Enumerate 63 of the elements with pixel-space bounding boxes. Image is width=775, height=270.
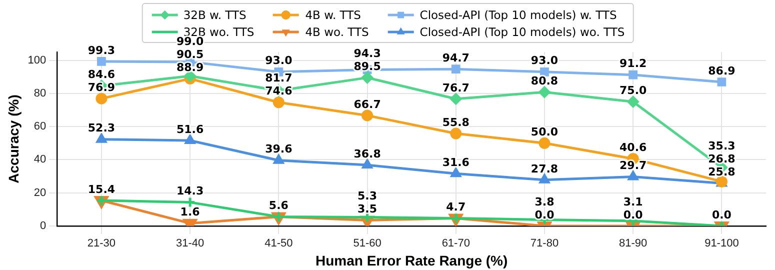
data-label: 29.7 (620, 159, 647, 172)
data-label: 88.9 (176, 61, 204, 74)
data-label: 74.6 (265, 84, 293, 98)
data-label: 94.3 (354, 47, 381, 60)
data-label: 91.2 (620, 57, 647, 70)
data-label: 66.7 (354, 98, 381, 111)
x-tick-label: 51-60 (353, 238, 382, 250)
x-tick-label: 91-100 (704, 238, 739, 250)
legend-label: Closed-API (Top 10 models) w. TTS (420, 8, 617, 22)
data-label: 5.6 (268, 199, 289, 212)
data-label: 99.0 (176, 35, 204, 48)
x-tick-label: 71-80 (530, 238, 559, 250)
data-label: 27.8 (530, 162, 558, 176)
data-label: 52.3 (88, 122, 116, 135)
data-label: 5.3 (358, 190, 378, 203)
data-label: 84.6 (88, 68, 116, 81)
x-tick-label: 41-50 (264, 238, 293, 250)
data-label: 25.8 (708, 166, 736, 179)
data-label: 3.5 (358, 202, 378, 216)
data-label: 86.9 (708, 64, 736, 78)
y-tick-label: 40 (34, 154, 46, 166)
legend-label: 32B w. TTS (183, 8, 246, 22)
data-label: 93.0 (530, 54, 558, 68)
y-tick-label: 20 (34, 186, 46, 199)
y-tick-label: 0 (40, 220, 46, 232)
x-axis-title: Human Error Rate Range (%) (316, 252, 508, 268)
data-label: 75.0 (620, 84, 648, 98)
legend-label: 4B wo. TTS (305, 24, 369, 38)
legend-label: 4B w. TTS (305, 8, 361, 22)
data-label: 3.1 (623, 195, 643, 208)
data-label: 93.0 (265, 54, 293, 68)
data-label: 3.8 (534, 195, 554, 208)
y-tick-label: 80 (34, 87, 46, 100)
data-label: 39.6 (265, 142, 293, 156)
y-axis-title: Accuracy (%) (5, 94, 22, 184)
data-label: 40.6 (620, 141, 648, 154)
legend-label: Closed-API (Top 10 models) wo. TTS (420, 24, 625, 38)
data-label: 76.7 (442, 81, 470, 94)
data-label: 51.6 (176, 122, 204, 136)
data-label: 31.6 (442, 156, 470, 169)
x-tick-label: 21-30 (87, 238, 116, 250)
x-tick-label: 31-40 (176, 238, 204, 250)
data-label: 1.6 (180, 206, 200, 219)
data-label: 50.0 (530, 126, 558, 138)
data-label: 99.3 (88, 44, 116, 57)
data-label: 94.7 (442, 51, 470, 64)
data-label: 4.7 (446, 200, 466, 214)
x-tick-label: 81-90 (619, 238, 648, 250)
data-label: 15.4 (88, 182, 116, 196)
x-tick-label: 61-70 (442, 238, 470, 250)
y-tick-label: 60 (34, 120, 46, 133)
data-label: 55.8 (442, 116, 470, 129)
data-label: 0.0 (534, 208, 555, 222)
data-label: 36.8 (354, 147, 381, 160)
data-label: 0.0 (712, 208, 732, 222)
data-label: 80.8 (530, 74, 558, 88)
data-label: 14.3 (176, 184, 204, 198)
data-label: 90.5 (176, 48, 204, 62)
data-label: 0.0 (623, 208, 644, 222)
data-label: 35.3 (708, 140, 736, 153)
data-label: 89.5 (354, 60, 381, 74)
y-tick-label: 100 (28, 54, 46, 66)
data-label: 81.7 (265, 72, 292, 85)
